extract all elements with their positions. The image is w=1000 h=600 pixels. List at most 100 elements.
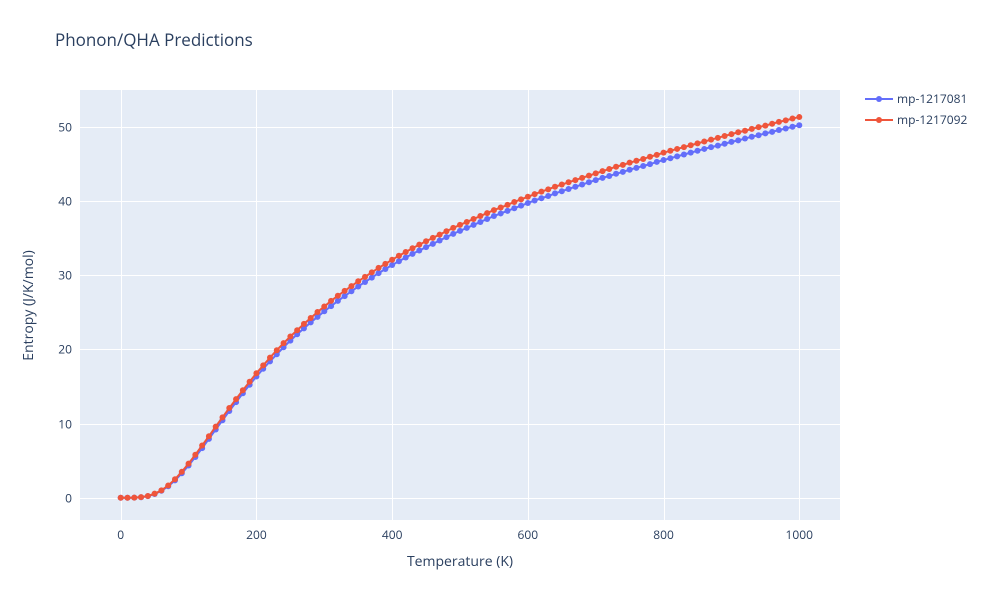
series-marker[interactable]	[762, 130, 768, 136]
series-marker[interactable]	[688, 142, 694, 148]
series-line[interactable]	[121, 117, 800, 498]
series-marker[interactable]	[491, 207, 497, 213]
series-marker[interactable]	[538, 189, 544, 195]
series-marker[interactable]	[796, 122, 802, 128]
series-marker[interactable]	[722, 133, 728, 139]
series-marker[interactable]	[457, 222, 463, 228]
series-marker[interactable]	[708, 137, 714, 143]
series-marker[interactable]	[613, 164, 619, 170]
series-marker[interactable]	[335, 298, 341, 304]
series-marker[interactable]	[715, 143, 721, 149]
series-marker[interactable]	[620, 162, 626, 168]
series-marker[interactable]	[701, 146, 707, 152]
series-marker[interactable]	[505, 202, 511, 208]
series-marker[interactable]	[477, 213, 483, 219]
series-marker[interactable]	[457, 228, 463, 234]
series-marker[interactable]	[464, 219, 470, 225]
series-marker[interactable]	[206, 433, 212, 439]
series-marker[interactable]	[796, 114, 802, 120]
series-marker[interactable]	[131, 495, 137, 501]
plot-area[interactable]	[80, 90, 840, 520]
series-marker[interactable]	[281, 340, 287, 346]
series-marker[interactable]	[274, 347, 280, 353]
series-marker[interactable]	[165, 483, 171, 489]
series-marker[interactable]	[389, 262, 395, 268]
series-marker[interactable]	[552, 190, 558, 196]
series-marker[interactable]	[416, 248, 422, 254]
series-marker[interactable]	[145, 493, 151, 499]
series-marker[interactable]	[776, 127, 782, 133]
series-marker[interactable]	[613, 171, 619, 177]
series-marker[interactable]	[749, 134, 755, 140]
series-marker[interactable]	[728, 139, 734, 145]
series-marker[interactable]	[776, 119, 782, 125]
series-marker[interactable]	[593, 177, 599, 183]
series-marker[interactable]	[600, 168, 606, 174]
series-marker[interactable]	[118, 495, 124, 501]
series-marker[interactable]	[579, 182, 585, 188]
series-marker[interactable]	[471, 216, 477, 222]
series-marker[interactable]	[247, 379, 253, 385]
series-marker[interactable]	[769, 121, 775, 127]
series-marker[interactable]	[477, 219, 483, 225]
series-marker[interactable]	[790, 124, 796, 130]
series-marker[interactable]	[579, 175, 585, 181]
series-marker[interactable]	[735, 137, 741, 143]
series-marker[interactable]	[545, 193, 551, 199]
series-marker[interactable]	[654, 152, 660, 158]
series-marker[interactable]	[471, 222, 477, 228]
series-marker[interactable]	[627, 160, 633, 166]
series-marker[interactable]	[423, 238, 429, 244]
series-marker[interactable]	[722, 141, 728, 147]
series-marker[interactable]	[186, 461, 192, 467]
series-marker[interactable]	[403, 255, 409, 261]
series-marker[interactable]	[728, 131, 734, 137]
series-marker[interactable]	[484, 210, 490, 216]
series-marker[interactable]	[226, 405, 232, 411]
series-marker[interactable]	[783, 126, 789, 132]
series-marker[interactable]	[498, 205, 504, 211]
series-marker[interactable]	[511, 205, 517, 211]
series-marker[interactable]	[403, 249, 409, 255]
series-marker[interactable]	[192, 452, 198, 458]
series-marker[interactable]	[342, 293, 348, 299]
series-marker[interactable]	[742, 136, 748, 142]
series-marker[interactable]	[382, 266, 388, 272]
series-marker[interactable]	[301, 321, 307, 327]
series-marker[interactable]	[125, 495, 131, 501]
series-marker[interactable]	[742, 128, 748, 134]
series-marker[interactable]	[253, 370, 259, 376]
series-marker[interactable]	[593, 170, 599, 176]
series-marker[interactable]	[376, 265, 382, 271]
series-marker[interactable]	[627, 167, 633, 173]
series-marker[interactable]	[525, 194, 531, 200]
series-marker[interactable]	[566, 186, 572, 192]
series-marker[interactable]	[674, 146, 680, 152]
series-marker[interactable]	[172, 476, 178, 482]
series-marker[interactable]	[783, 117, 789, 123]
series-marker[interactable]	[416, 242, 422, 248]
series-marker[interactable]	[701, 139, 707, 145]
series-marker[interactable]	[437, 238, 443, 244]
series-marker[interactable]	[213, 424, 219, 430]
series-marker[interactable]	[396, 253, 402, 259]
series-marker[interactable]	[688, 150, 694, 156]
series-marker[interactable]	[450, 225, 456, 231]
series-marker[interactable]	[410, 251, 416, 257]
series-marker[interactable]	[260, 362, 266, 368]
series-marker[interactable]	[328, 303, 334, 309]
series-marker[interactable]	[674, 153, 680, 159]
series-marker[interactable]	[735, 129, 741, 135]
series-marker[interactable]	[369, 269, 375, 275]
series-marker[interactable]	[545, 186, 551, 192]
series-marker[interactable]	[790, 116, 796, 122]
series-marker[interactable]	[308, 315, 314, 321]
series-marker[interactable]	[362, 279, 368, 285]
series-marker[interactable]	[240, 387, 246, 393]
series-marker[interactable]	[321, 303, 327, 309]
series-line[interactable]	[121, 125, 800, 498]
series-marker[interactable]	[633, 165, 639, 171]
series-marker[interactable]	[498, 210, 504, 216]
series-marker[interactable]	[532, 197, 538, 203]
series-marker[interactable]	[138, 494, 144, 500]
